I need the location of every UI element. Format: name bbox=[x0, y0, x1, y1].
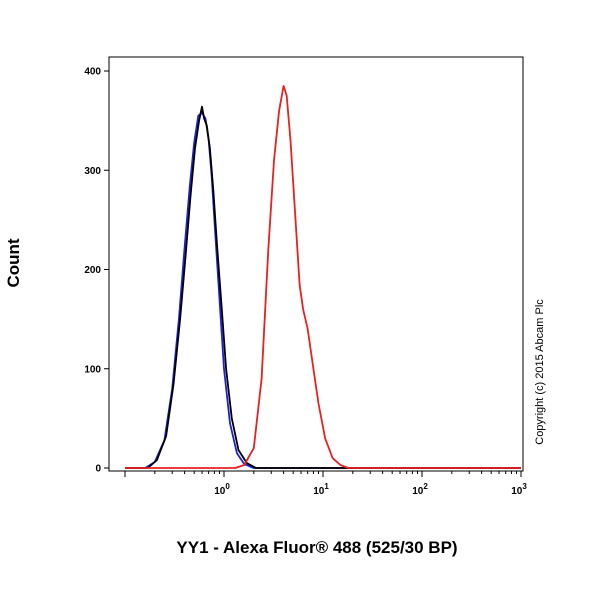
x-axis-label: YY1 - Alexa Fluor® 488 (525/30 BP) bbox=[176, 538, 457, 557]
series-line-0 bbox=[125, 111, 521, 469]
x-tick-label: 102 bbox=[412, 482, 428, 497]
y-tick-label: 200 bbox=[84, 265, 101, 276]
copyright-annotation: Copyright (c) 2015 Abcam Plc bbox=[534, 299, 546, 445]
plot-frame bbox=[108, 56, 524, 472]
series-line-2 bbox=[125, 85, 521, 469]
series-line-1 bbox=[125, 105, 521, 469]
x-tick-label: 101 bbox=[313, 482, 329, 497]
y-tick-label: 0 bbox=[95, 464, 101, 475]
y-tick-label: 400 bbox=[84, 67, 101, 78]
x-axis-ticks: 100 101 102 103 bbox=[124, 471, 527, 497]
y-tick-label: 100 bbox=[84, 364, 101, 375]
y-axis-label: Count bbox=[4, 238, 23, 287]
y-tick-label: 300 bbox=[84, 166, 101, 177]
y-axis-ticks: 0 100 200 300 400 bbox=[84, 67, 109, 475]
x-tick-label: 100 bbox=[214, 482, 230, 497]
series-layer bbox=[125, 85, 521, 469]
x-tick-label: 103 bbox=[511, 482, 527, 497]
